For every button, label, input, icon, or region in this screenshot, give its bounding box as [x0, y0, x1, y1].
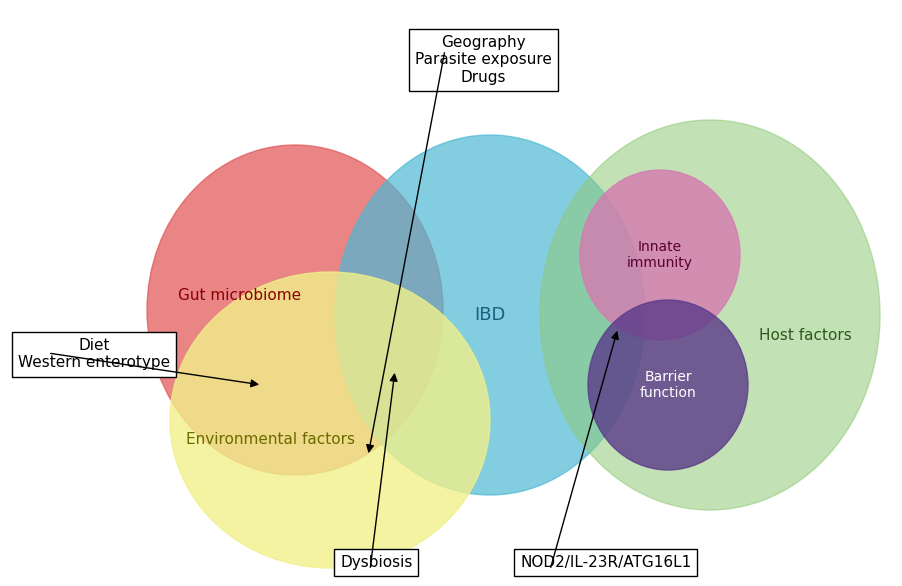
Text: Gut microbiome: Gut microbiome: [179, 288, 301, 302]
Ellipse shape: [588, 300, 748, 470]
Ellipse shape: [540, 120, 880, 510]
Text: IBD: IBD: [474, 306, 506, 324]
Text: Dysbiosis: Dysbiosis: [340, 555, 412, 570]
Ellipse shape: [170, 272, 490, 568]
Text: Innate
immunity: Innate immunity: [627, 240, 693, 270]
Text: Host factors: Host factors: [759, 328, 851, 342]
Text: NOD2/IL-23R/ATG16L1: NOD2/IL-23R/ATG16L1: [520, 555, 691, 570]
Ellipse shape: [580, 170, 740, 340]
Ellipse shape: [335, 135, 645, 495]
Ellipse shape: [147, 145, 443, 475]
Text: Geography
Parasite exposure
Drugs: Geography Parasite exposure Drugs: [415, 35, 552, 85]
Text: Diet
Western enterotype: Diet Western enterotype: [18, 338, 170, 370]
Text: Barrier
function: Barrier function: [640, 370, 696, 400]
Text: Environmental factors: Environmental factors: [186, 432, 354, 448]
